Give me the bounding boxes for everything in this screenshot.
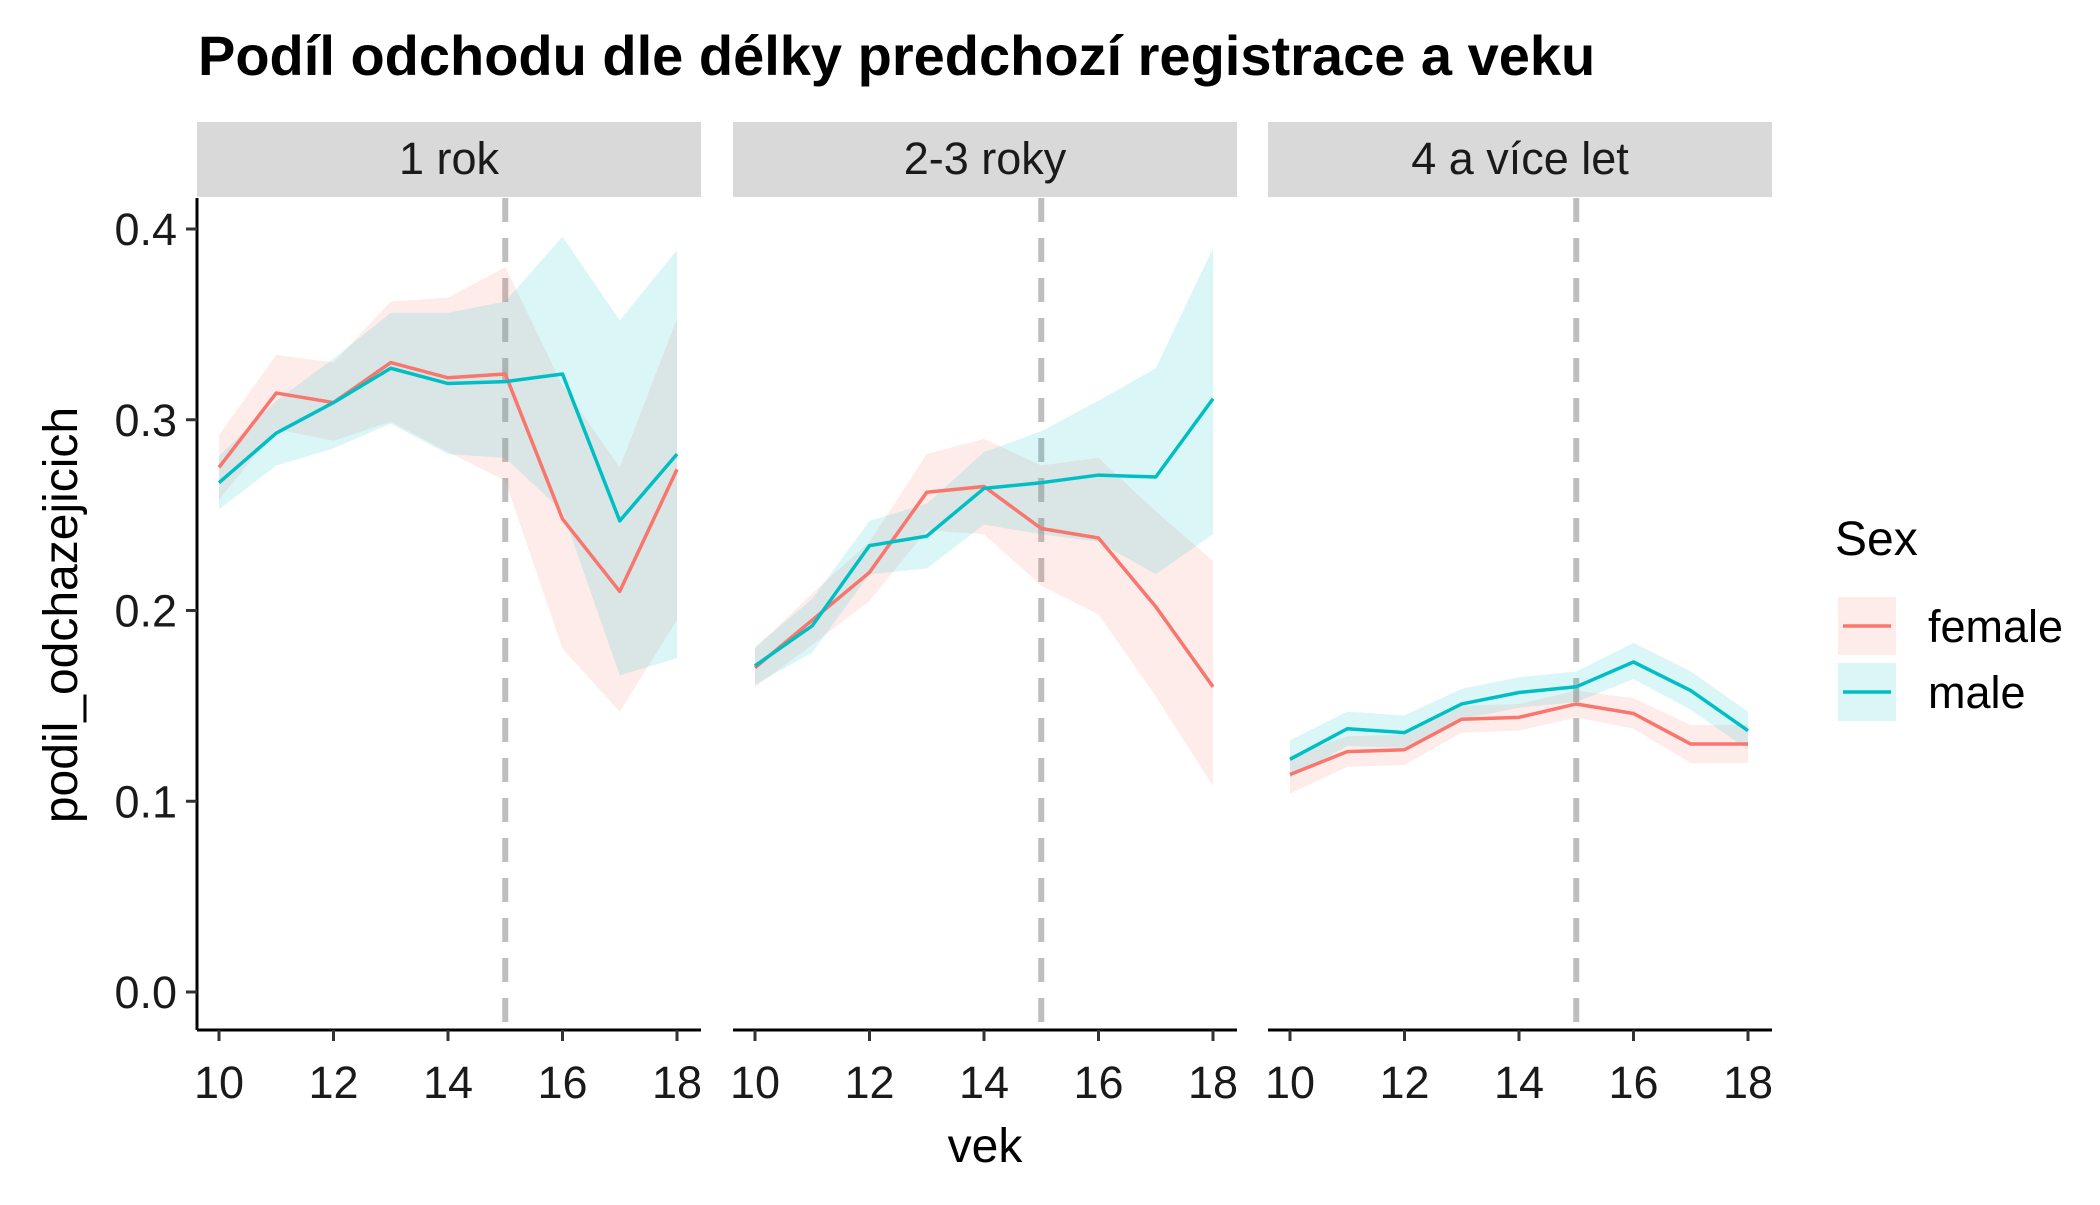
x-tick-label: 14 [1494,1057,1544,1108]
ribbon-female [755,438,1213,786]
series-line-male [217,366,679,523]
legend-title: Sex [1835,513,1918,566]
legend: Sex female male [1835,513,2063,721]
facet-panel-2: 2-3 roky 10 12 14 16 18 [730,122,1238,1108]
facet-strip [197,122,701,197]
ribbon-male [755,248,1213,685]
x-axis-label: vek [948,1120,1024,1173]
y-tick-label: 0.4 [114,204,177,255]
x-tick-label: 10 [1265,1057,1315,1108]
legend-label-male: male [1928,667,2026,718]
x-tick-label: 18 [1723,1057,1773,1108]
series-line-female [753,484,1215,688]
legend-label-female: female [1928,601,2063,652]
y-tick-label: 0.3 [114,395,177,446]
series-line-female [217,360,679,594]
facet-strip-label: 4 a více let [1411,133,1629,184]
facet-strip [733,122,1237,197]
x-tick-label: 16 [1608,1057,1658,1108]
x-tick-label: 18 [1188,1057,1238,1108]
x-tick-label: 16 [1073,1057,1123,1108]
y-tick-label: 0.1 [114,776,177,827]
ribbon-male [219,236,677,676]
y-tick-label: 0.0 [114,967,177,1018]
x-tick-label: 12 [1379,1057,1429,1108]
series-line-male [753,397,1215,668]
facet-panel-3: 4 a více let 10 12 14 16 18 [1265,122,1773,1108]
ribbon-male [1290,642,1748,779]
series-line-male [1289,660,1750,761]
x-tick-label: 12 [308,1057,358,1108]
x-tick-label: 14 [959,1057,1009,1108]
x-tick-label: 10 [194,1057,244,1108]
series-line-female [1289,702,1748,777]
facet-panel-1: 1 rok 10 12 14 16 18 [194,122,702,1108]
ribbon-female [1290,690,1748,794]
chart-title: Podíl odchodu dle délky predchozí regist… [198,24,1595,87]
ribbon-female [219,267,677,712]
facet-strip-label: 1 rok [399,133,500,184]
y-axis-label: podil_odchazejicich [35,407,88,823]
x-tick-label: 18 [652,1057,702,1108]
x-tick-label: 16 [537,1057,587,1108]
x-tick-label: 10 [730,1057,780,1108]
facet-strip-label: 2-3 roky [904,133,1067,184]
facet-strip [1268,122,1772,197]
x-tick-label: 14 [423,1057,473,1108]
x-tick-label: 12 [844,1057,894,1108]
y-tick-label: 0.2 [114,586,177,637]
